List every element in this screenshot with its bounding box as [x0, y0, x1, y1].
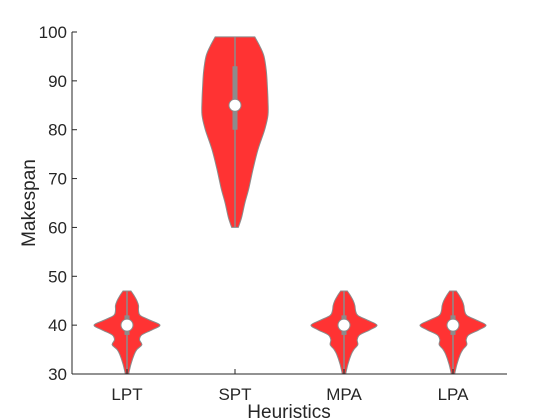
median-marker-spt: [228, 98, 242, 112]
violins-group: [93, 36, 487, 375]
y-tick-label: 70: [48, 170, 67, 189]
y-tick-label: 80: [48, 121, 67, 140]
y-tick-label: 40: [48, 316, 67, 335]
median-marker-mpa: [337, 318, 351, 332]
y-axis-ticks: 30 40 50 60 70 80 90 100: [39, 23, 77, 384]
x-axis-ticks: LPT SPT MPA LPA: [111, 369, 469, 404]
y-tick-label: 90: [48, 72, 67, 91]
y-tick-label: 100: [39, 23, 67, 42]
y-axis-label: Makespan: [19, 159, 40, 247]
median-marker-lpt: [120, 318, 134, 332]
x-tick-label: LPA: [438, 385, 470, 404]
x-tick-label: SPT: [218, 385, 251, 404]
y-tick-label: 30: [48, 365, 67, 384]
x-axis-label: Heuristics: [247, 402, 330, 420]
y-tick-label: 50: [48, 267, 67, 286]
x-tick-label: MPA: [326, 385, 362, 404]
median-marker-lpa: [446, 318, 460, 332]
x-tick-label: LPT: [111, 385, 142, 404]
y-tick-label: 60: [48, 218, 67, 237]
